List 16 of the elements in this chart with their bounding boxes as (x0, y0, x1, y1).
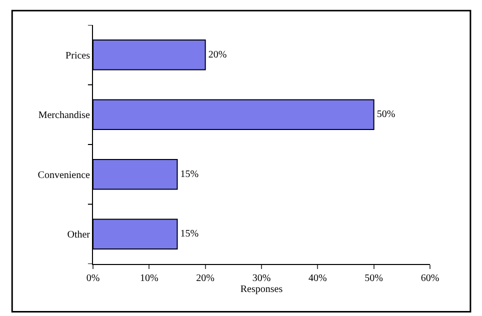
x-tick-label: 30% (252, 273, 271, 284)
x-tick-label: 10% (140, 273, 158, 284)
data-label: 20% (208, 49, 227, 60)
data-label: 15% (180, 168, 199, 180)
x-tick-label: 40% (308, 273, 327, 284)
y-tick-label: Other (67, 230, 91, 241)
data-label: 15% (180, 228, 199, 240)
y-tick-label: Merchandise (38, 110, 91, 122)
data-label: 50% (376, 109, 396, 120)
x-axis-title: Responses (240, 284, 283, 295)
y-tick-label: Prices (66, 50, 90, 62)
x-tick-label: 20% (196, 273, 214, 284)
x-tick-label: 0% (86, 273, 100, 284)
x-tick-label: 50% (364, 273, 383, 284)
x-tick-label: 60% (420, 273, 440, 284)
y-tick-label: Convenience (38, 170, 91, 181)
